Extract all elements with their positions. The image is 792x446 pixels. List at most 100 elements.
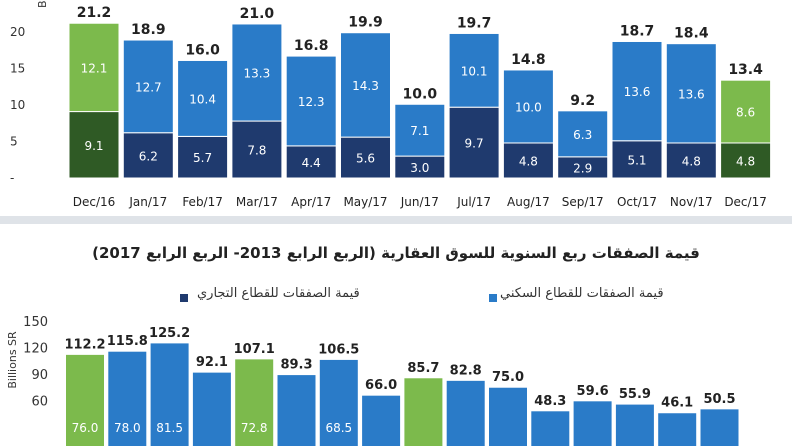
total-value-label: 18.4: [674, 26, 709, 42]
y-axis-label: B: [36, 0, 49, 8]
quarter-bar: [234, 358, 275, 446]
y-tick-label-2: 150: [23, 315, 48, 330]
quarter-bar: [65, 353, 105, 446]
quarter-total-label: 89.3: [280, 358, 312, 373]
quarter-bar: [572, 400, 613, 446]
bar-commercial: [611, 140, 663, 179]
x-tick-label: Nov/17: [670, 195, 713, 209]
bar-residential: [665, 43, 717, 144]
total-value-label: 19.7: [457, 15, 492, 31]
residential-value-label: 12.1: [81, 61, 108, 75]
x-tick-label: Dec/16: [73, 195, 116, 209]
bar-commercial: [122, 132, 174, 179]
bar-commercial: [231, 120, 283, 179]
total-value-label: 21.2: [77, 5, 112, 21]
bar-residential: [68, 22, 120, 113]
total-value-label: 16.8: [294, 38, 329, 54]
bar-residential: [285, 55, 337, 147]
quarter-bar: [445, 379, 486, 446]
quarter-bar: [276, 374, 317, 446]
x-tick-label: May/17: [343, 195, 387, 209]
quarter-total-label: 82.8: [450, 363, 482, 378]
quarter-total-label: 115.8: [107, 334, 148, 349]
bar-commercial: [340, 136, 391, 179]
commercial-value-label: 4.8: [519, 154, 538, 168]
commercial-value-label: 6.2: [139, 149, 158, 163]
quarter-total-label: 85.7: [407, 361, 439, 376]
residential-value-label: 12.7: [135, 80, 162, 94]
y-tick-label: 10: [10, 98, 25, 112]
quarter-residential-label: 78.0: [114, 421, 141, 435]
x-tick-label: Oct/17: [617, 195, 657, 209]
bar-residential: [448, 32, 500, 108]
commercial-value-label: 4.8: [736, 154, 755, 168]
commercial-value-label: 5.6: [356, 152, 375, 166]
commercial-value-label: 9.1: [84, 139, 103, 153]
quarter-bar: [361, 394, 402, 446]
quarter-bar: [699, 408, 740, 446]
quarter-total-label: 48.3: [534, 394, 566, 409]
legend-residential-label: قيمة الصفقات للقطاع السكني: [500, 286, 664, 301]
quarter-bar: [614, 403, 655, 446]
quarter-bar: [318, 358, 359, 446]
bar-residential: [340, 32, 391, 138]
bar-commercial: [720, 142, 772, 179]
quarter-bar: [488, 386, 528, 446]
bar-residential: [231, 23, 283, 122]
y-tick-label-2: 60: [31, 394, 48, 409]
total-value-label: 9.2: [570, 93, 595, 109]
commercial-value-label: 9.7: [465, 137, 484, 151]
quarter-total-label: 66.0: [365, 378, 397, 393]
quarter-residential-label: 68.5: [325, 421, 352, 435]
quarter-total-label: 46.1: [661, 396, 693, 411]
quarter-bar: [149, 342, 190, 446]
y-tick-label-2: 120: [23, 341, 48, 356]
bar-residential: [394, 103, 446, 157]
commercial-value-label: 5.7: [193, 151, 212, 165]
y-axis-label-2: Billions SR: [6, 331, 19, 389]
quarter-total-label: 112.2: [64, 337, 105, 352]
y-tick-label: 15: [10, 62, 25, 76]
x-tick-label: Apr/17: [291, 195, 331, 209]
quarterly-chart-title: قيمة الصفقات ربع السنوية للسوق العقارية …: [92, 244, 700, 262]
bar-residential: [122, 39, 174, 134]
commercial-value-label: 4.4: [302, 156, 321, 170]
quarter-total-label: 106.5: [318, 342, 359, 357]
y-tick-label: -: [10, 171, 14, 185]
y-tick-label: 5: [10, 135, 18, 149]
bar-residential: [611, 40, 663, 142]
quarter-residential-label: 72.8: [241, 421, 268, 435]
monthly-transactions-chart: 20 15 10 5 - B 9.1 12.1 21.2 Dec/16 6.2 12.7 18.9 Jan…: [10, 0, 772, 209]
residential-value-label: 13.6: [624, 85, 651, 99]
quarter-total-label: 50.5: [703, 392, 735, 407]
commercial-value-label: 7.8: [247, 144, 266, 158]
quarter-bar: [530, 410, 571, 446]
residential-value-label: 12.3: [298, 95, 325, 109]
x-tick-label: Jan/17: [128, 195, 167, 209]
x-tick-label: Sep/17: [562, 195, 604, 209]
quarter-total-label: 107.1: [234, 342, 275, 357]
residential-value-label: 6.3: [573, 128, 592, 142]
quarter-bar: [657, 412, 698, 446]
x-tick-label: Jun/17: [400, 195, 439, 209]
section-divider: [0, 216, 792, 224]
quarter-bar: [107, 350, 148, 446]
bar-residential: [177, 59, 229, 137]
commercial-value-label: 3.0: [410, 161, 429, 175]
quarter-total-label: 92.1: [196, 355, 228, 370]
bar-commercial: [665, 142, 717, 179]
commercial-value-label: 5.1: [627, 153, 646, 167]
bar-commercial: [177, 135, 229, 179]
y-tick-label: 20: [10, 25, 25, 39]
total-value-label: 13.4: [728, 62, 763, 78]
bar-residential: [720, 79, 772, 144]
residential-value-label: 10.0: [515, 100, 542, 114]
legend-residential-swatch: [489, 294, 497, 302]
bar-commercial: [68, 111, 120, 179]
bar-commercial: [448, 106, 500, 179]
quarter-total-label: 125.2: [149, 326, 190, 341]
residential-value-label: 13.6: [678, 87, 705, 101]
bar-residential: [557, 110, 609, 158]
x-tick-label: Feb/17: [182, 195, 223, 209]
